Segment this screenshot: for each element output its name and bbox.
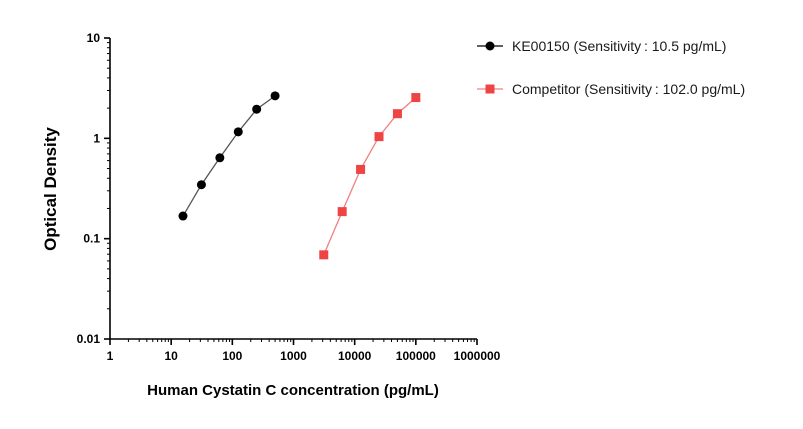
x-axis-title: Human Cystatin C concentration (pg/mL) [147,382,439,399]
data-point [233,127,243,137]
legend: KE00150 (Sensitivity : 10.5 pg/mL) Compet… [477,38,745,97]
x-tick-label: 1 [107,349,114,363]
data-point [374,132,384,142]
data-point [178,211,188,221]
y-tick-label: 1 [93,131,100,145]
plot-area: 0.01 0.1 1 10 1 10 100 1000 10000 100000 1000000 [77,31,501,363]
data-point [196,180,206,190]
x-ticks: 1 10 100 1000 10000 100000 1000000 [107,339,501,363]
legend-item: KE00150 (Sensitivity : 10.5 pg/mL) [477,38,726,54]
legend-label: KE00150 (Sensitivity : 10.5 pg/mL) [512,38,726,54]
x-tick-label: 10000 [338,349,372,363]
x-tick-label: 10 [164,349,178,363]
data-point [270,91,280,101]
legend-swatch-marker [485,84,495,94]
data-point [252,104,262,114]
legend-label: Competitor (Sensitivity : 102.0 pg/mL) [512,81,745,97]
y-tick-label: 0.01 [77,332,101,346]
legend-item: Competitor (Sensitivity : 102.0 pg/mL) [477,81,745,97]
x-tick-label: 100000 [396,349,436,363]
legend-swatch-marker [485,41,495,51]
series-layer [178,91,421,260]
x-tick-label: 1000 [280,349,307,363]
series-line [182,95,276,217]
y-ticks: 0.01 0.1 1 10 [77,31,110,346]
data-point [392,109,402,119]
data-point [337,207,347,217]
series-line [323,97,417,256]
data-point [356,164,366,174]
y-tick-label: 0.1 [83,232,100,246]
data-point [319,250,329,260]
series-1 [319,93,421,260]
data-point [411,93,421,103]
y-axis-title: Optical Density [41,127,60,251]
x-tick-label: 100 [222,349,242,363]
series-0 [178,91,280,221]
data-point [215,153,225,163]
x-tick-label: 1000000 [454,349,501,363]
y-tick-label: 10 [87,31,101,45]
